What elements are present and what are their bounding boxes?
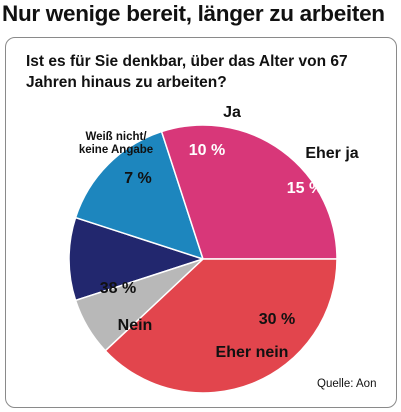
slice-value-nein: 38 % (100, 280, 136, 297)
pie-slice-weiss-nicht-keine-angabe (74, 258, 204, 352)
source-note: Quelle: Aon (317, 378, 377, 390)
pie-slice-eher-ja (74, 130, 205, 261)
slice-label-weiss-nicht-keine-angabe: Weiß nicht/keine Angabe (79, 131, 153, 156)
slice-label-ja: Ja (223, 104, 241, 121)
slice-value-eher-nein: 30 % (259, 311, 295, 328)
pie-slice-ja (68, 216, 206, 302)
page-title: Nur wenige bereit, länger zu arbeiten (2, 1, 385, 26)
pie-slice-eher-nein (160, 124, 338, 260)
slice-label-nein: Nein (118, 317, 153, 334)
pie-slice-nein (104, 258, 338, 394)
slice-label-eher-nein: Eher nein (216, 344, 289, 361)
chart-question: Ist es für Sie denkbar, über das Alter v… (26, 53, 348, 91)
slice-value-weiss-nicht-keine-angabe: 7 % (124, 170, 152, 187)
slice-label-eher-ja: Eher ja (305, 145, 358, 162)
slice-value-eher-ja: 15 % (287, 180, 323, 197)
slice-value-ja: 10 % (189, 142, 225, 159)
